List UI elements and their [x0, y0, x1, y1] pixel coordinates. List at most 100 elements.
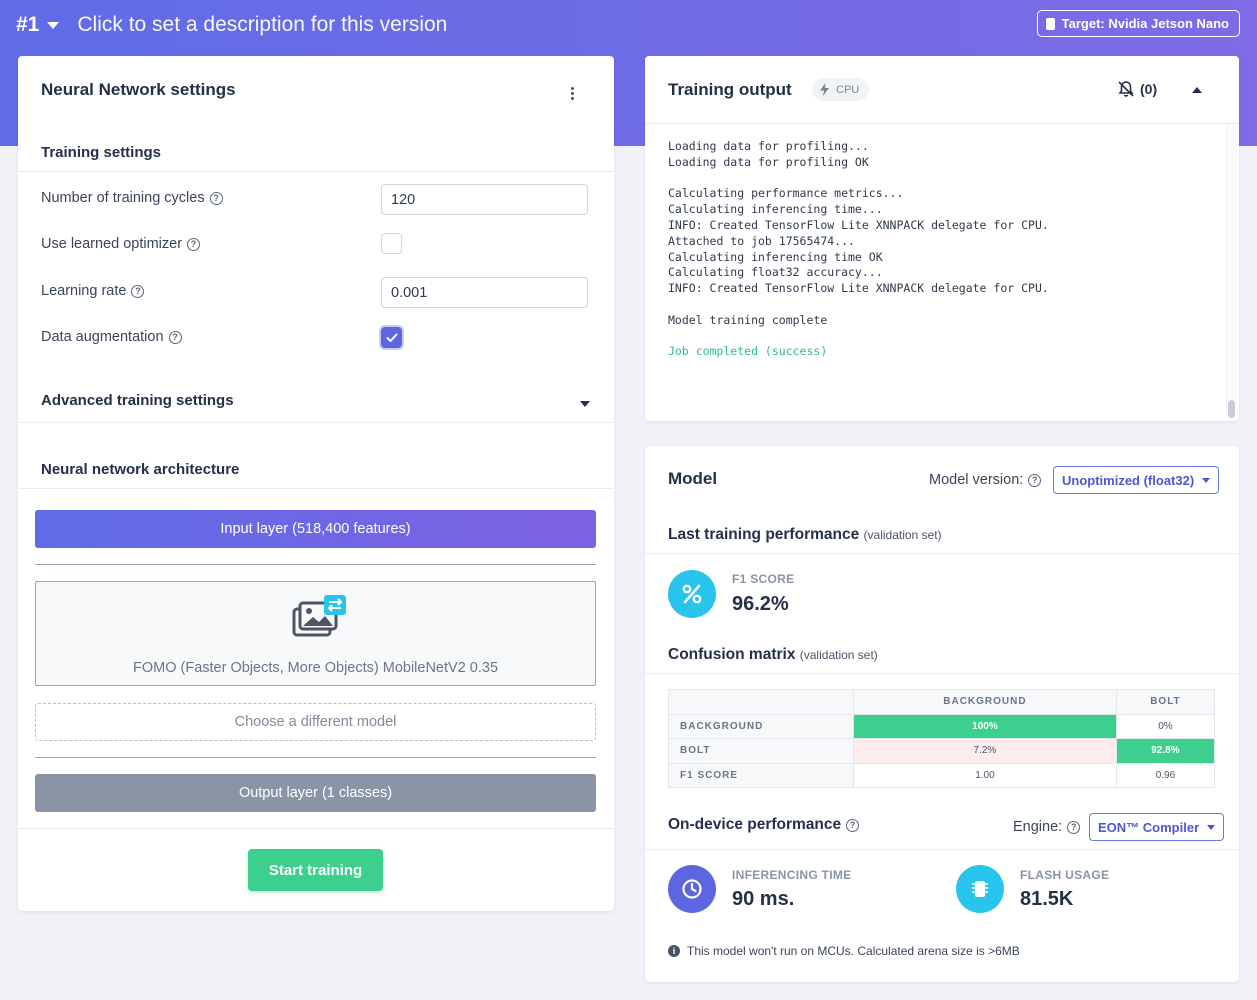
- cpu-badge-text: CPU: [836, 83, 860, 96]
- layer-connector: [35, 757, 596, 758]
- version-selector[interactable]: #1: [16, 13, 60, 37]
- validation-set-label: (validation set): [863, 528, 942, 542]
- matrix-cell: 0.96: [1115, 762, 1216, 788]
- divider: [18, 171, 614, 172]
- help-icon[interactable]: ?: [1028, 473, 1042, 487]
- bell-off-icon: [1118, 81, 1134, 97]
- inferencing-time-value: 90 ms.: [732, 888, 795, 910]
- training-output-card: Training output: [645, 56, 1239, 421]
- chip-icon: [1045, 17, 1055, 30]
- divider: [18, 488, 614, 489]
- help-icon[interactable]: ?: [131, 284, 145, 298]
- help-icon[interactable]: ?: [1067, 820, 1081, 834]
- check-icon: [386, 333, 397, 342]
- choose-model-button[interactable]: Choose a different model: [35, 703, 596, 741]
- mcu-warning-note: i This model won't run on MCUs. Calculat…: [668, 944, 1020, 958]
- nn-settings-title: Neural Network settings: [41, 80, 236, 99]
- version-number: #1: [16, 13, 40, 36]
- matrix-cell: 100%: [853, 713, 1117, 739]
- output-layer-button[interactable]: Output layer (1 classes): [35, 774, 596, 812]
- table-row: BOLT 7.2% 92.8%: [668, 738, 1216, 764]
- augmentation-label-text: Data augmentation: [41, 329, 164, 345]
- last-performance-title-text: Last training performance: [668, 526, 860, 543]
- input-layer-button[interactable]: Input layer (518,400 features): [35, 510, 596, 548]
- model-block[interactable]: FOMO (Faster Objects, More Objects) Mobi…: [35, 581, 596, 686]
- engine-label: Engine: ?: [1013, 819, 1081, 835]
- log-lines: Loading data for profiling... Loading da…: [668, 139, 1049, 327]
- matrix-col-header: BACKGROUND: [853, 689, 1117, 715]
- confusion-matrix-title-text: Confusion matrix: [668, 646, 796, 663]
- f1-score-value: 96.2%: [732, 593, 789, 615]
- divider: [645, 849, 1239, 850]
- kebab-menu-icon[interactable]: [571, 87, 574, 100]
- f1-score-label: F1 SCORE: [732, 572, 795, 586]
- matrix-corner: [668, 689, 854, 715]
- divider: [18, 422, 614, 423]
- log-scrollbar[interactable]: [1226, 124, 1238, 420]
- info-icon: i: [668, 945, 680, 957]
- optimizer-label: Use learned optimizer ?: [41, 236, 201, 252]
- architecture-title: Neural network architecture: [41, 461, 240, 478]
- divider: [645, 553, 1239, 554]
- model-version-select[interactable]: Unoptimized (float32): [1053, 466, 1220, 494]
- version-description[interactable]: Click to set a description for this vers…: [77, 13, 448, 36]
- layer-connector: [35, 564, 596, 565]
- cpu-badge: CPU: [812, 78, 870, 101]
- chip-icon: [956, 865, 1004, 913]
- model-title: Model: [668, 469, 718, 488]
- on-device-performance-title: On-device performance ?: [668, 816, 860, 834]
- training-output-title: Training output: [668, 80, 792, 99]
- notifications-toggle[interactable]: (0): [1117, 80, 1157, 98]
- model-version-label-text: Model version:: [929, 472, 1024, 488]
- help-icon[interactable]: ?: [846, 818, 860, 832]
- log-success-line: Job completed (success): [668, 344, 828, 359]
- model-version-value: Unoptimized (float32): [1062, 472, 1195, 488]
- cycles-label-text: Number of training cycles: [41, 190, 205, 206]
- caret-up-icon[interactable]: [1192, 87, 1202, 93]
- training-settings-title: Training settings: [41, 144, 162, 161]
- caret-down-icon[interactable]: [580, 401, 590, 407]
- matrix-row-header: F1 SCORE: [668, 762, 854, 788]
- start-training-button[interactable]: Start training: [248, 849, 383, 891]
- cycles-input[interactable]: [381, 184, 588, 215]
- engine-select[interactable]: EON™ Compiler: [1089, 813, 1225, 841]
- help-icon[interactable]: ?: [209, 191, 223, 205]
- learning-rate-label: Learning rate ?: [41, 283, 145, 299]
- matrix-cell: 0%: [1115, 713, 1216, 739]
- optimizer-label-text: Use learned optimizer: [41, 236, 183, 252]
- validation-set-label: (validation set): [799, 648, 878, 662]
- flash-usage-value: 81.5K: [1020, 888, 1074, 910]
- confusion-matrix-title: Confusion matrix (validation set): [668, 646, 878, 664]
- augmentation-checkbox[interactable]: [381, 327, 402, 348]
- caret-down-icon: [1202, 477, 1211, 483]
- help-icon[interactable]: ?: [187, 237, 201, 251]
- training-log: Loading data for profiling... Loading da…: [668, 139, 1049, 360]
- table-row: BACKGROUND 100% 0%: [668, 713, 1216, 739]
- matrix-row-header: BOLT: [668, 738, 854, 764]
- learning-rate-label-text: Learning rate: [41, 283, 127, 299]
- target-device-button[interactable]: Target: Nvidia Jetson Nano: [1036, 10, 1240, 37]
- matrix-cell: 7.2%: [853, 738, 1117, 764]
- divider: [645, 673, 1239, 674]
- cycles-label: Number of training cycles ?: [41, 190, 223, 206]
- percent-icon: [668, 570, 716, 618]
- log-scrollbar-thumb[interactable]: [1228, 400, 1235, 418]
- inferencing-time-label: INFERENCING TIME: [732, 868, 852, 882]
- flash-usage-label: FLASH USAGE: [1020, 868, 1110, 882]
- advanced-settings-toggle[interactable]: Advanced training settings: [41, 392, 234, 409]
- engine-label-text: Engine:: [1013, 819, 1063, 835]
- last-performance-title: Last training performance (validation se…: [668, 526, 942, 544]
- matrix-cell: 92.8%: [1115, 738, 1216, 764]
- target-label: Target: Nvidia Jetson Nano: [1061, 16, 1229, 31]
- augmentation-label: Data augmentation ?: [41, 329, 182, 345]
- matrix-col-header: BOLT: [1115, 689, 1216, 715]
- caret-down-icon: [47, 21, 60, 29]
- learning-rate-input[interactable]: [381, 277, 588, 308]
- optimizer-checkbox[interactable]: [381, 233, 402, 254]
- help-icon[interactable]: ?: [168, 330, 182, 344]
- image-swap-icon: [292, 595, 346, 637]
- table-row: BACKGROUND BOLT: [668, 689, 1216, 715]
- mcu-warning-text: This model won't run on MCUs. Calculated…: [687, 944, 1020, 958]
- notification-count: (0): [1140, 81, 1158, 97]
- nn-settings-card: Neural Network settings Training setting…: [18, 56, 614, 911]
